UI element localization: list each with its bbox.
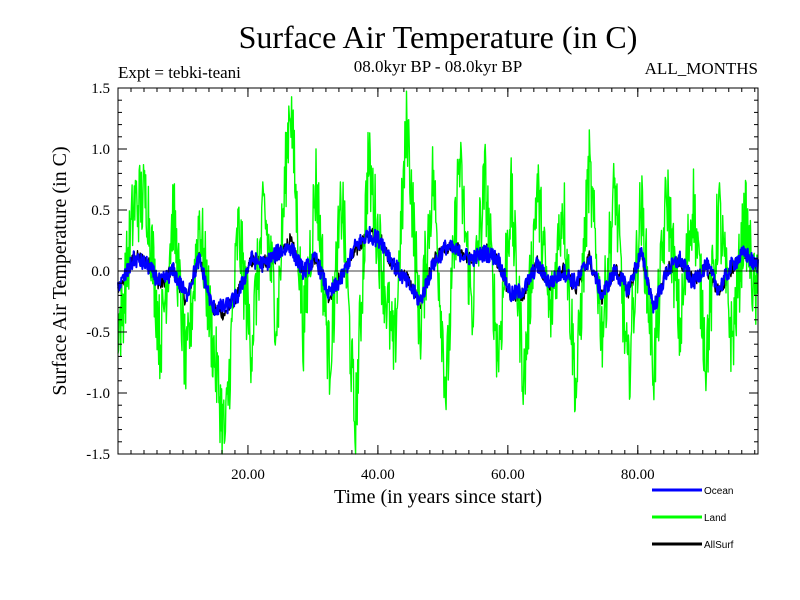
y-tick-label: 1.0 (91, 142, 110, 158)
months-label: ALL_MONTHS (645, 59, 758, 78)
y-axis-label: Surface Air Temperature (in C) (49, 146, 71, 395)
x-axis-label: Time (in years since start) (334, 486, 542, 508)
x-tick-label: 20.00 (231, 467, 265, 483)
series-line-land (117, 90, 759, 455)
legend-label-land: Land (704, 513, 726, 524)
y-tick-label: -1.5 (86, 447, 110, 463)
chart-title: Surface Air Temperature (in C) (239, 19, 638, 55)
plot-area: 1.5 1.0 0.5 0.0 -0.5 -1.0 -1.5 20.00 40.00 60.00 8… (86, 81, 759, 483)
legend-label-ocean: Ocean (704, 486, 733, 497)
legend: Ocean Land AllSurf (652, 486, 734, 551)
y-tick-label: 0.5 (91, 203, 110, 219)
x-tick-label: 40.00 (361, 467, 395, 483)
x-tick-label: 80.00 (621, 467, 655, 483)
experiment-label: Expt = tebki-teani (118, 63, 241, 82)
series-line-ocean (117, 225, 759, 317)
period-label: 08.0kyr BP - 08.0kyr BP (354, 57, 522, 76)
legend-label-allsurf: AllSurf (704, 540, 734, 551)
y-tick-label: 0.0 (91, 264, 110, 280)
y-tick-label: -1.0 (86, 386, 110, 402)
y-tick-label: -0.5 (86, 325, 110, 341)
plot-frame (117, 87, 759, 455)
y-tick-label: 1.5 (91, 81, 110, 97)
x-tick-label: 60.00 (491, 467, 525, 483)
